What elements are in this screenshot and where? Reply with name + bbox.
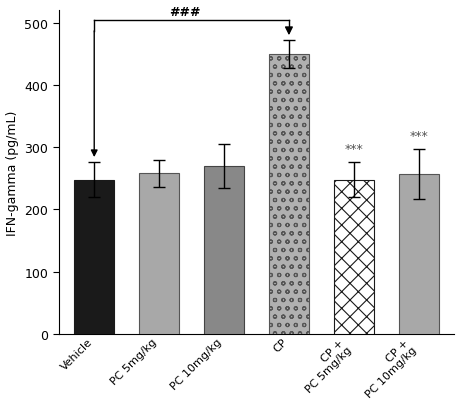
Bar: [74, 180, 114, 334]
Bar: [333, 180, 373, 334]
Bar: [203, 166, 244, 334]
Text: ***: ***: [409, 129, 427, 142]
Bar: [398, 175, 438, 334]
Y-axis label: IFN-gamma (pg/mL): IFN-gamma (pg/mL): [6, 110, 18, 235]
Bar: [139, 174, 179, 334]
Text: ***: ***: [344, 142, 363, 155]
Bar: [268, 55, 308, 334]
Text: ###: ###: [169, 6, 201, 19]
